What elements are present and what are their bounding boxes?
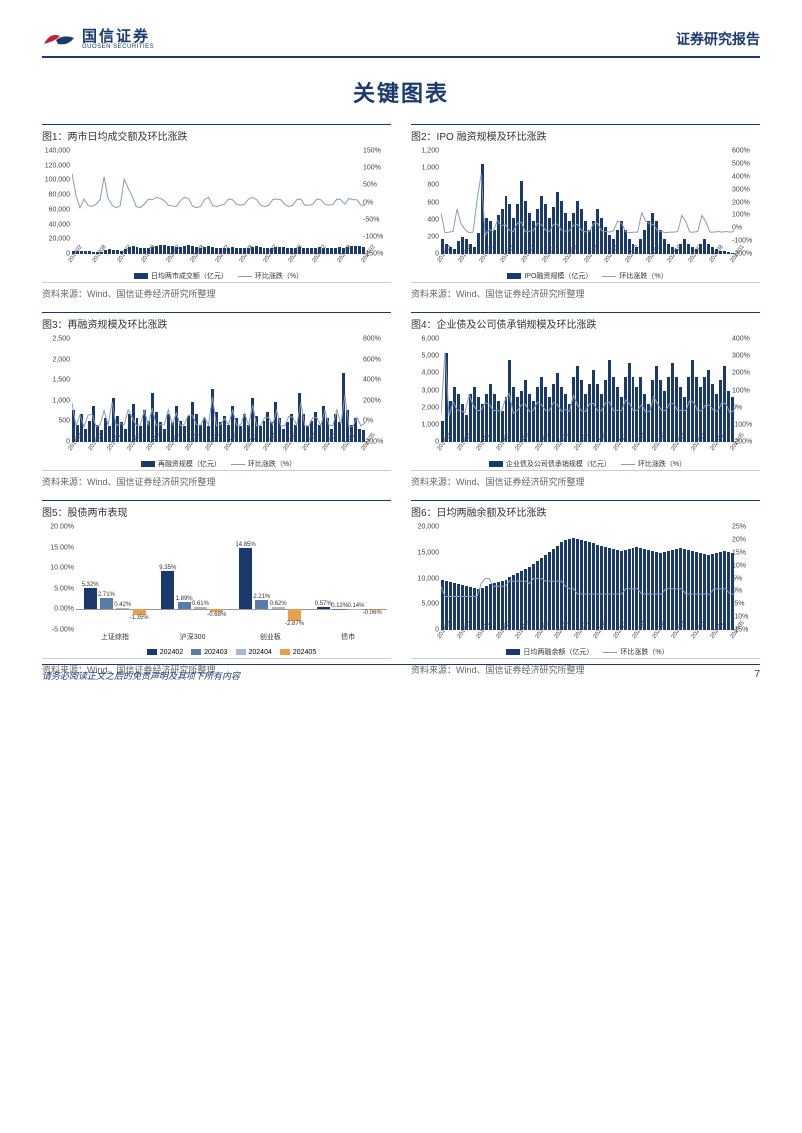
logo-text: 国信证券 GUOSEN SECURITIES	[82, 29, 154, 50]
footer-disclaimer: 请务必阅读正文之后的免责声明及其项下所有内容	[42, 669, 240, 682]
chart-1-title: 图1：两市日均成交额及环比涨跌	[42, 124, 391, 143]
logo-mark-icon	[42, 28, 76, 50]
chart-5-title: 图5：股债两市表现	[42, 500, 391, 519]
chart-2-source: 资料来源：Wind、国信证券经济研究所整理	[411, 287, 760, 300]
chart-3-source: 资料来源：Wind、国信证券经济研究所整理	[42, 475, 391, 488]
report-page: 国信证券 GUOSEN SECURITIES 证券研究报告 关键图表 图1：两市…	[0, 0, 802, 696]
charts-grid: 图1：两市日均成交额及环比涨跌 020,00040,00060,00080,00…	[42, 124, 760, 676]
chart-3-legend: 再融资规模（亿元） 环比涨跌（%）	[72, 458, 365, 470]
logo: 国信证券 GUOSEN SECURITIES	[42, 28, 154, 50]
chart-1: 图1：两市日均成交额及环比涨跌 020,00040,00060,00080,00…	[42, 124, 391, 300]
chart-5-legend: 202402202403202404202405	[76, 646, 387, 658]
logo-cn: 国信证券	[82, 29, 154, 44]
chart-3: 图3：再融资规模及环比涨跌 05001,0001,5002,0002,500-2…	[42, 312, 391, 488]
chart-4: 图4：企业债及公司债承销规模及环比涨跌 01,0002,0003,0004,00…	[411, 312, 760, 488]
chart-3-title: 图3：再融资规模及环比涨跌	[42, 312, 391, 331]
page-header: 国信证券 GUOSEN SECURITIES 证券研究报告	[42, 28, 760, 58]
chart-4-title: 图4：企业债及公司债承销规模及环比涨跌	[411, 312, 760, 331]
chart-1-source: 资料来源：Wind、国信证券经济研究所整理	[42, 287, 391, 300]
report-type: 证券研究报告	[676, 29, 760, 49]
chart-4-legend: 企业债及公司债承销规模（亿元） 环比涨跌（%）	[441, 458, 734, 470]
chart-5: 图5：股债两市表现 -5.00%0.00%5.00%10.00%15.00%20…	[42, 500, 391, 676]
chart-1-legend: 日均两市成交额（亿元） 环比涨跌（%）	[72, 270, 365, 282]
chart-6-box: 05,00010,00015,00020,000-15%-10%-5%0%5%1…	[411, 523, 760, 659]
chart-6-legend: 日均两融余额（亿元） 环比涨跌（%）	[441, 646, 734, 658]
chart-4-box: 01,0002,0003,0004,0005,0006,000-200%-100…	[411, 335, 760, 471]
chart-2: 图2：IPO 融资规模及环比涨跌 02004006008001,0001,200…	[411, 124, 760, 300]
page-number: 7	[754, 669, 760, 682]
chart-2-legend: IPO融资规模（亿元） 环比涨跌（%）	[441, 270, 734, 282]
logo-en: GUOSEN SECURITIES	[82, 44, 154, 50]
chart-2-title: 图2：IPO 融资规模及环比涨跌	[411, 124, 760, 143]
page-footer: 请务必阅读正文之后的免责声明及其项下所有内容 7	[42, 664, 760, 682]
chart-3-box: 05001,0001,5002,0002,500-200%0%200%400%6…	[42, 335, 391, 471]
chart-6: 图6：日均两融余额及环比涨跌 05,00010,00015,00020,000-…	[411, 500, 760, 676]
chart-2-box: 02004006008001,0001,200-200%-100%0%100%2…	[411, 147, 760, 283]
page-title: 关键图表	[42, 76, 760, 108]
chart-5-box: -5.00%0.00%5.00%10.00%15.00%20.00% 5.32%…	[42, 523, 391, 659]
chart-1-box: 020,00040,00060,00080,000100,000120,0001…	[42, 147, 391, 283]
chart-6-title: 图6：日均两融余额及环比涨跌	[411, 500, 760, 519]
chart-4-source: 资料来源：Wind、国信证券经济研究所整理	[411, 475, 760, 488]
